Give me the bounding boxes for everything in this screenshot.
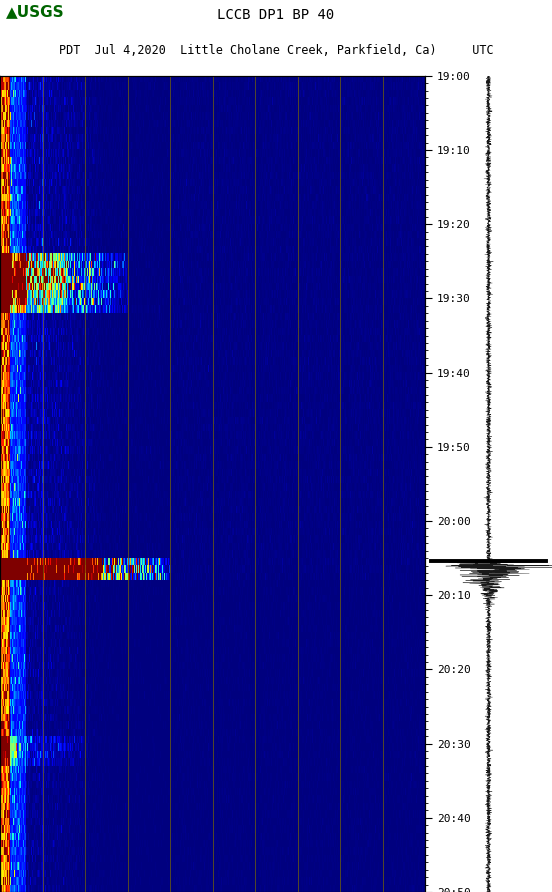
Text: PDT  Jul 4,2020  Little Cholane Creek, Parkfield, Ca)     UTC: PDT Jul 4,2020 Little Cholane Creek, Par… (59, 44, 493, 57)
Text: LCCB DP1 BP 40: LCCB DP1 BP 40 (217, 7, 335, 21)
Text: ▲USGS: ▲USGS (6, 4, 64, 19)
